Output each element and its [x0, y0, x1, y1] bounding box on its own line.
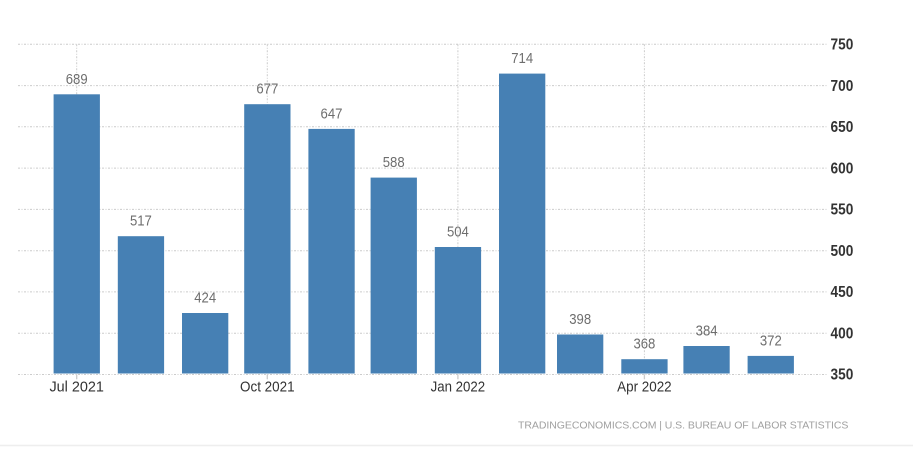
svg-text:384: 384	[696, 324, 718, 340]
svg-text:Oct 2021: Oct 2021	[240, 379, 295, 396]
svg-text:372: 372	[760, 333, 782, 349]
svg-text:398: 398	[569, 312, 591, 328]
svg-text:424: 424	[194, 291, 216, 307]
svg-text:714: 714	[511, 51, 533, 67]
svg-text:677: 677	[256, 82, 278, 98]
svg-text:450: 450	[831, 284, 854, 301]
svg-text:750: 750	[831, 37, 854, 54]
svg-text:368: 368	[633, 337, 655, 353]
svg-text:400: 400	[831, 325, 854, 342]
svg-text:Jan 2022: Jan 2022	[431, 379, 486, 396]
svg-text:350: 350	[831, 367, 854, 384]
svg-text:700: 700	[831, 78, 854, 95]
svg-text:650: 650	[831, 119, 854, 136]
svg-text:517: 517	[130, 214, 152, 230]
svg-text:647: 647	[321, 106, 343, 122]
svg-text:689: 689	[66, 72, 88, 88]
svg-text:500: 500	[831, 243, 854, 260]
svg-text:600: 600	[831, 160, 854, 177]
svg-text:Apr 2022: Apr 2022	[617, 379, 672, 396]
svg-text:Jul 2021: Jul 2021	[49, 379, 104, 396]
svg-text:550: 550	[831, 202, 854, 219]
svg-text:TRADINGECONOMICS.COM | U.S. BU: TRADINGECONOMICS.COM | U.S. BUREAU OF LA…	[518, 420, 848, 432]
svg-text:504: 504	[447, 225, 469, 241]
svg-text:588: 588	[383, 155, 405, 171]
